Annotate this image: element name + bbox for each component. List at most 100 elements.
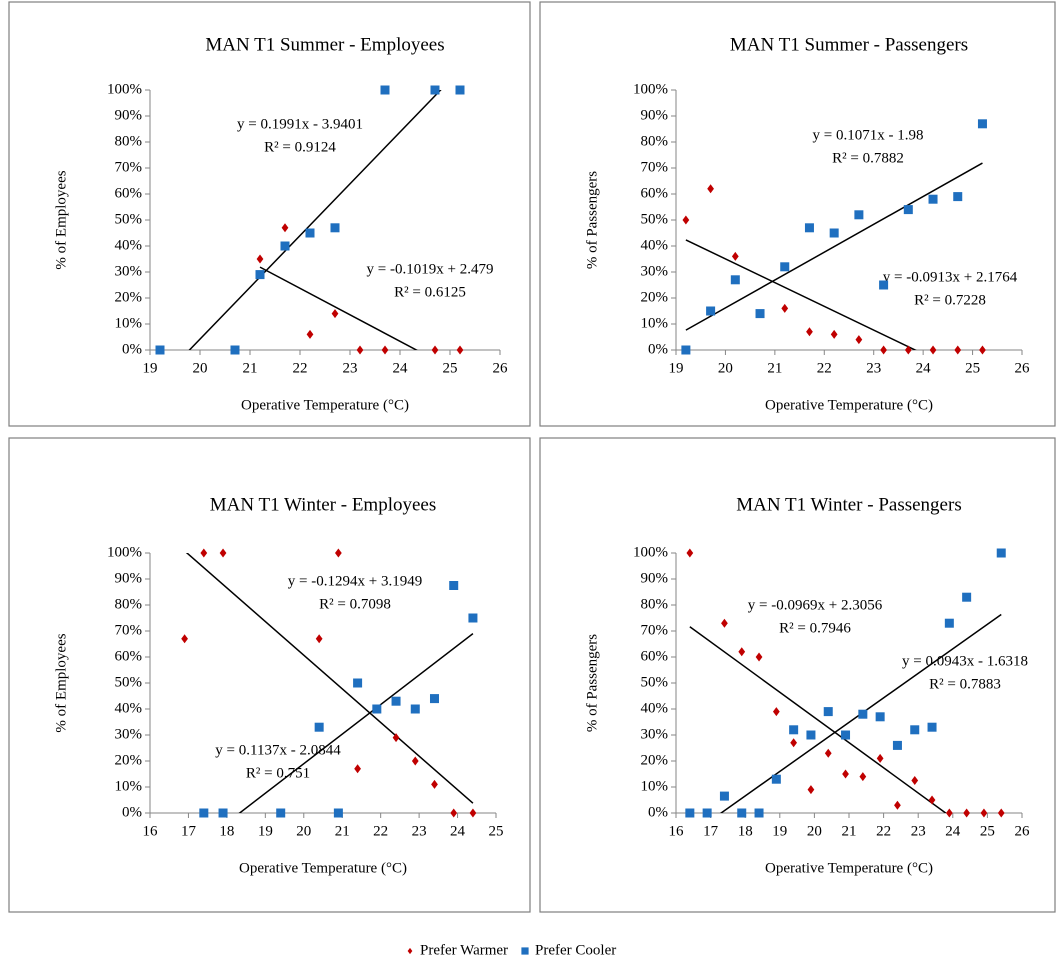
data-point: [790, 738, 798, 748]
x-tick-label: 16: [669, 823, 685, 839]
data-point: [944, 618, 954, 628]
y-tick-label: 80%: [641, 133, 669, 149]
trendline: [719, 613, 1002, 813]
y-axis-label: % of Passengers: [584, 171, 600, 269]
legend-marker: [521, 947, 529, 955]
x-axis-label: Operative Temperature (°C): [765, 397, 933, 413]
data-point: [314, 722, 324, 732]
trendline-equation: y = -0.0969x + 2.3056: [748, 597, 883, 613]
x-axis-label: Operative Temperature (°C): [239, 860, 407, 876]
data-point: [829, 228, 839, 238]
data-point: [977, 119, 987, 129]
data-point: [331, 309, 339, 319]
data-point: [879, 280, 889, 290]
x-axis-label: Operative Temperature (°C): [765, 860, 933, 876]
legend-label: Prefer Warmer: [420, 942, 508, 958]
data-point: [962, 592, 972, 602]
y-tick-label: 40%: [115, 237, 143, 253]
x-tick-label: 26: [493, 360, 509, 376]
data-point: [200, 548, 208, 558]
chart-title: MAN T1 Winter - Employees: [210, 494, 437, 515]
data-point: [781, 303, 789, 313]
trendline-r2: R² = 0.7882: [832, 150, 904, 166]
data-point: [280, 241, 290, 251]
y-tick-label: 70%: [115, 622, 143, 638]
data-point: [380, 85, 390, 95]
data-point: [754, 808, 764, 818]
y-tick-label: 100%: [633, 81, 668, 97]
data-point: [842, 769, 849, 779]
y-tick-label: 0%: [122, 804, 142, 820]
x-tick-label: 21: [335, 823, 350, 839]
data-point: [963, 808, 971, 818]
y-tick-label: 0%: [648, 341, 668, 357]
data-point: [455, 85, 465, 95]
y-tick-label: 80%: [115, 133, 143, 149]
trendline-r2: R² = 0.7228: [914, 292, 986, 308]
data-point: [910, 725, 920, 735]
x-tick-label: 20: [718, 360, 733, 376]
x-tick-label: 21: [767, 360, 782, 376]
trendline-equation: y = -0.1019x + 2.479: [367, 261, 494, 277]
trendline: [185, 553, 474, 804]
data-point: [996, 548, 1006, 558]
data-point: [305, 228, 315, 238]
x-tick-label: 24: [393, 360, 409, 376]
y-tick-label: 90%: [641, 107, 669, 123]
data-point: [468, 613, 478, 623]
y-tick-label: 60%: [641, 185, 669, 201]
data-point: [391, 696, 401, 706]
data-point: [181, 634, 188, 644]
x-tick-label: 25: [489, 823, 504, 839]
trendline: [685, 239, 917, 350]
data-point: [306, 329, 314, 339]
legend-marker: [407, 947, 413, 955]
y-tick-label: 50%: [641, 674, 669, 690]
x-tick-label: 17: [703, 823, 719, 839]
data-point: [875, 712, 885, 722]
data-point: [719, 791, 729, 801]
y-axis-label: % of Passengers: [584, 634, 600, 732]
x-tick-label: 19: [258, 823, 273, 839]
x-tick-label: 22: [293, 360, 308, 376]
trendline-equation: y = 0.1137x - 2.0844: [215, 742, 341, 758]
y-tick-label: 0%: [648, 804, 668, 820]
y-tick-label: 10%: [641, 315, 669, 331]
data-point: [903, 205, 913, 215]
x-tick-label: 24: [945, 823, 961, 839]
x-tick-label: 23: [343, 360, 358, 376]
data-point: [731, 251, 739, 261]
chart-title: MAN T1 Winter - Passengers: [736, 494, 961, 515]
data-point: [429, 694, 439, 704]
x-tick-label: 18: [738, 823, 753, 839]
data-point: [892, 740, 902, 750]
data-point: [954, 345, 962, 355]
data-point: [854, 210, 864, 220]
y-tick-label: 40%: [641, 237, 669, 253]
data-point: [682, 215, 690, 225]
data-point: [449, 581, 459, 590]
y-tick-label: 50%: [641, 211, 669, 227]
data-point: [707, 184, 714, 194]
data-point: [979, 345, 986, 355]
y-tick-label: 70%: [115, 159, 143, 175]
data-point: [431, 779, 438, 789]
y-tick-label: 10%: [115, 778, 143, 794]
y-tick-label: 100%: [633, 544, 668, 560]
data-point: [841, 730, 851, 740]
trendline: [238, 633, 474, 813]
trendline-equation: y = -0.0913x + 2.1764: [883, 269, 1018, 285]
data-point: [904, 345, 912, 355]
y-tick-label: 60%: [115, 648, 143, 664]
data-point: [755, 309, 765, 319]
data-point: [894, 800, 901, 810]
data-point: [927, 722, 937, 732]
data-point: [354, 764, 361, 774]
legend-label: Prefer Cooler: [535, 942, 616, 958]
y-tick-label: 30%: [641, 726, 669, 742]
data-point: [859, 772, 867, 782]
x-tick-label: 20: [296, 823, 311, 839]
y-tick-label: 90%: [115, 107, 143, 123]
y-tick-label: 40%: [641, 700, 669, 716]
